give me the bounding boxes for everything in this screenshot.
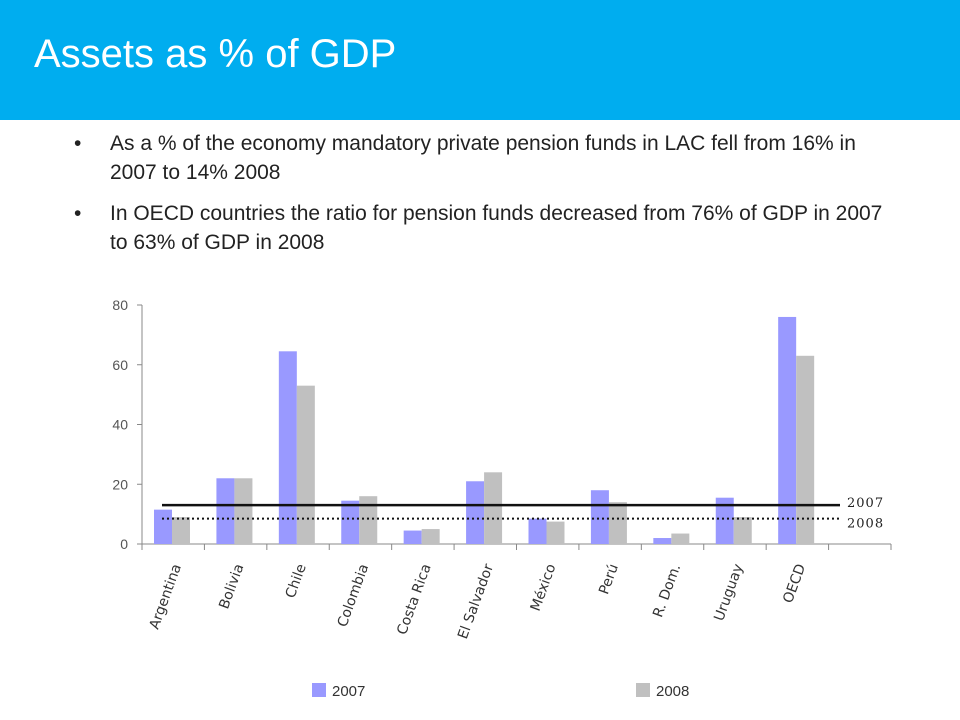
bar-2008 [733,517,752,544]
bar-2007 [715,497,734,544]
category-label: Uruguay [711,562,746,623]
bar-2008 [608,502,627,544]
bar-2007 [216,478,235,544]
y-tick-label: 20 [112,476,128,492]
bar-2008 [546,521,565,544]
page-title: Assets as % of GDP [34,32,397,76]
reference-line-label: 2008 [847,517,884,532]
bar-2008 [234,478,253,544]
category-label: Argentina [147,562,185,632]
bar-2008 [421,529,440,544]
bar-2008 [796,355,815,544]
category-label: Bolivia [216,562,247,611]
y-tick-label: 60 [112,357,128,373]
category-label: Perú [596,562,622,597]
bar-2008 [172,517,190,544]
legend-label-2007: 2007 [332,683,365,700]
bar-2007 [278,351,297,544]
bar-2007 [528,518,547,544]
y-tick-label: 80 [112,297,128,313]
category-label: OECD [780,562,809,605]
bar-2007 [341,500,360,544]
legend-swatch-2008 [636,683,650,697]
bar-2007 [403,530,422,544]
y-tick-label: 40 [112,417,128,433]
category-label: Costa Rica [394,562,434,637]
bullet-item-lac: As a % of the economy mandatory private … [74,129,894,187]
bar-2007 [778,316,797,544]
category-label: Colombia [335,562,373,629]
bar-2008 [359,496,378,544]
bullet-item-oecd: In OECD countries the ratio for pension … [74,199,894,257]
y-tick-label: 0 [120,536,128,552]
category-label: El Salvador [455,562,497,642]
legend-swatch-2007 [312,683,326,697]
legend-label-2008: 2008 [656,683,689,700]
bar-2008 [484,472,503,544]
reference-line-label: 2007 [847,496,884,511]
bar-2007 [653,538,672,544]
bullet-list: As a % of the economy mandatory private … [74,129,894,269]
bar-2007 [154,509,172,544]
bar-2007 [590,490,609,544]
category-label: R. Dom. [650,562,684,620]
category-label: México [528,562,560,613]
bar-2008 [296,385,315,544]
bar-2007 [466,481,485,544]
category-label: Chile [283,562,310,600]
bar-2008 [671,533,690,544]
header-bar: Assets as % of GDP [0,0,960,120]
